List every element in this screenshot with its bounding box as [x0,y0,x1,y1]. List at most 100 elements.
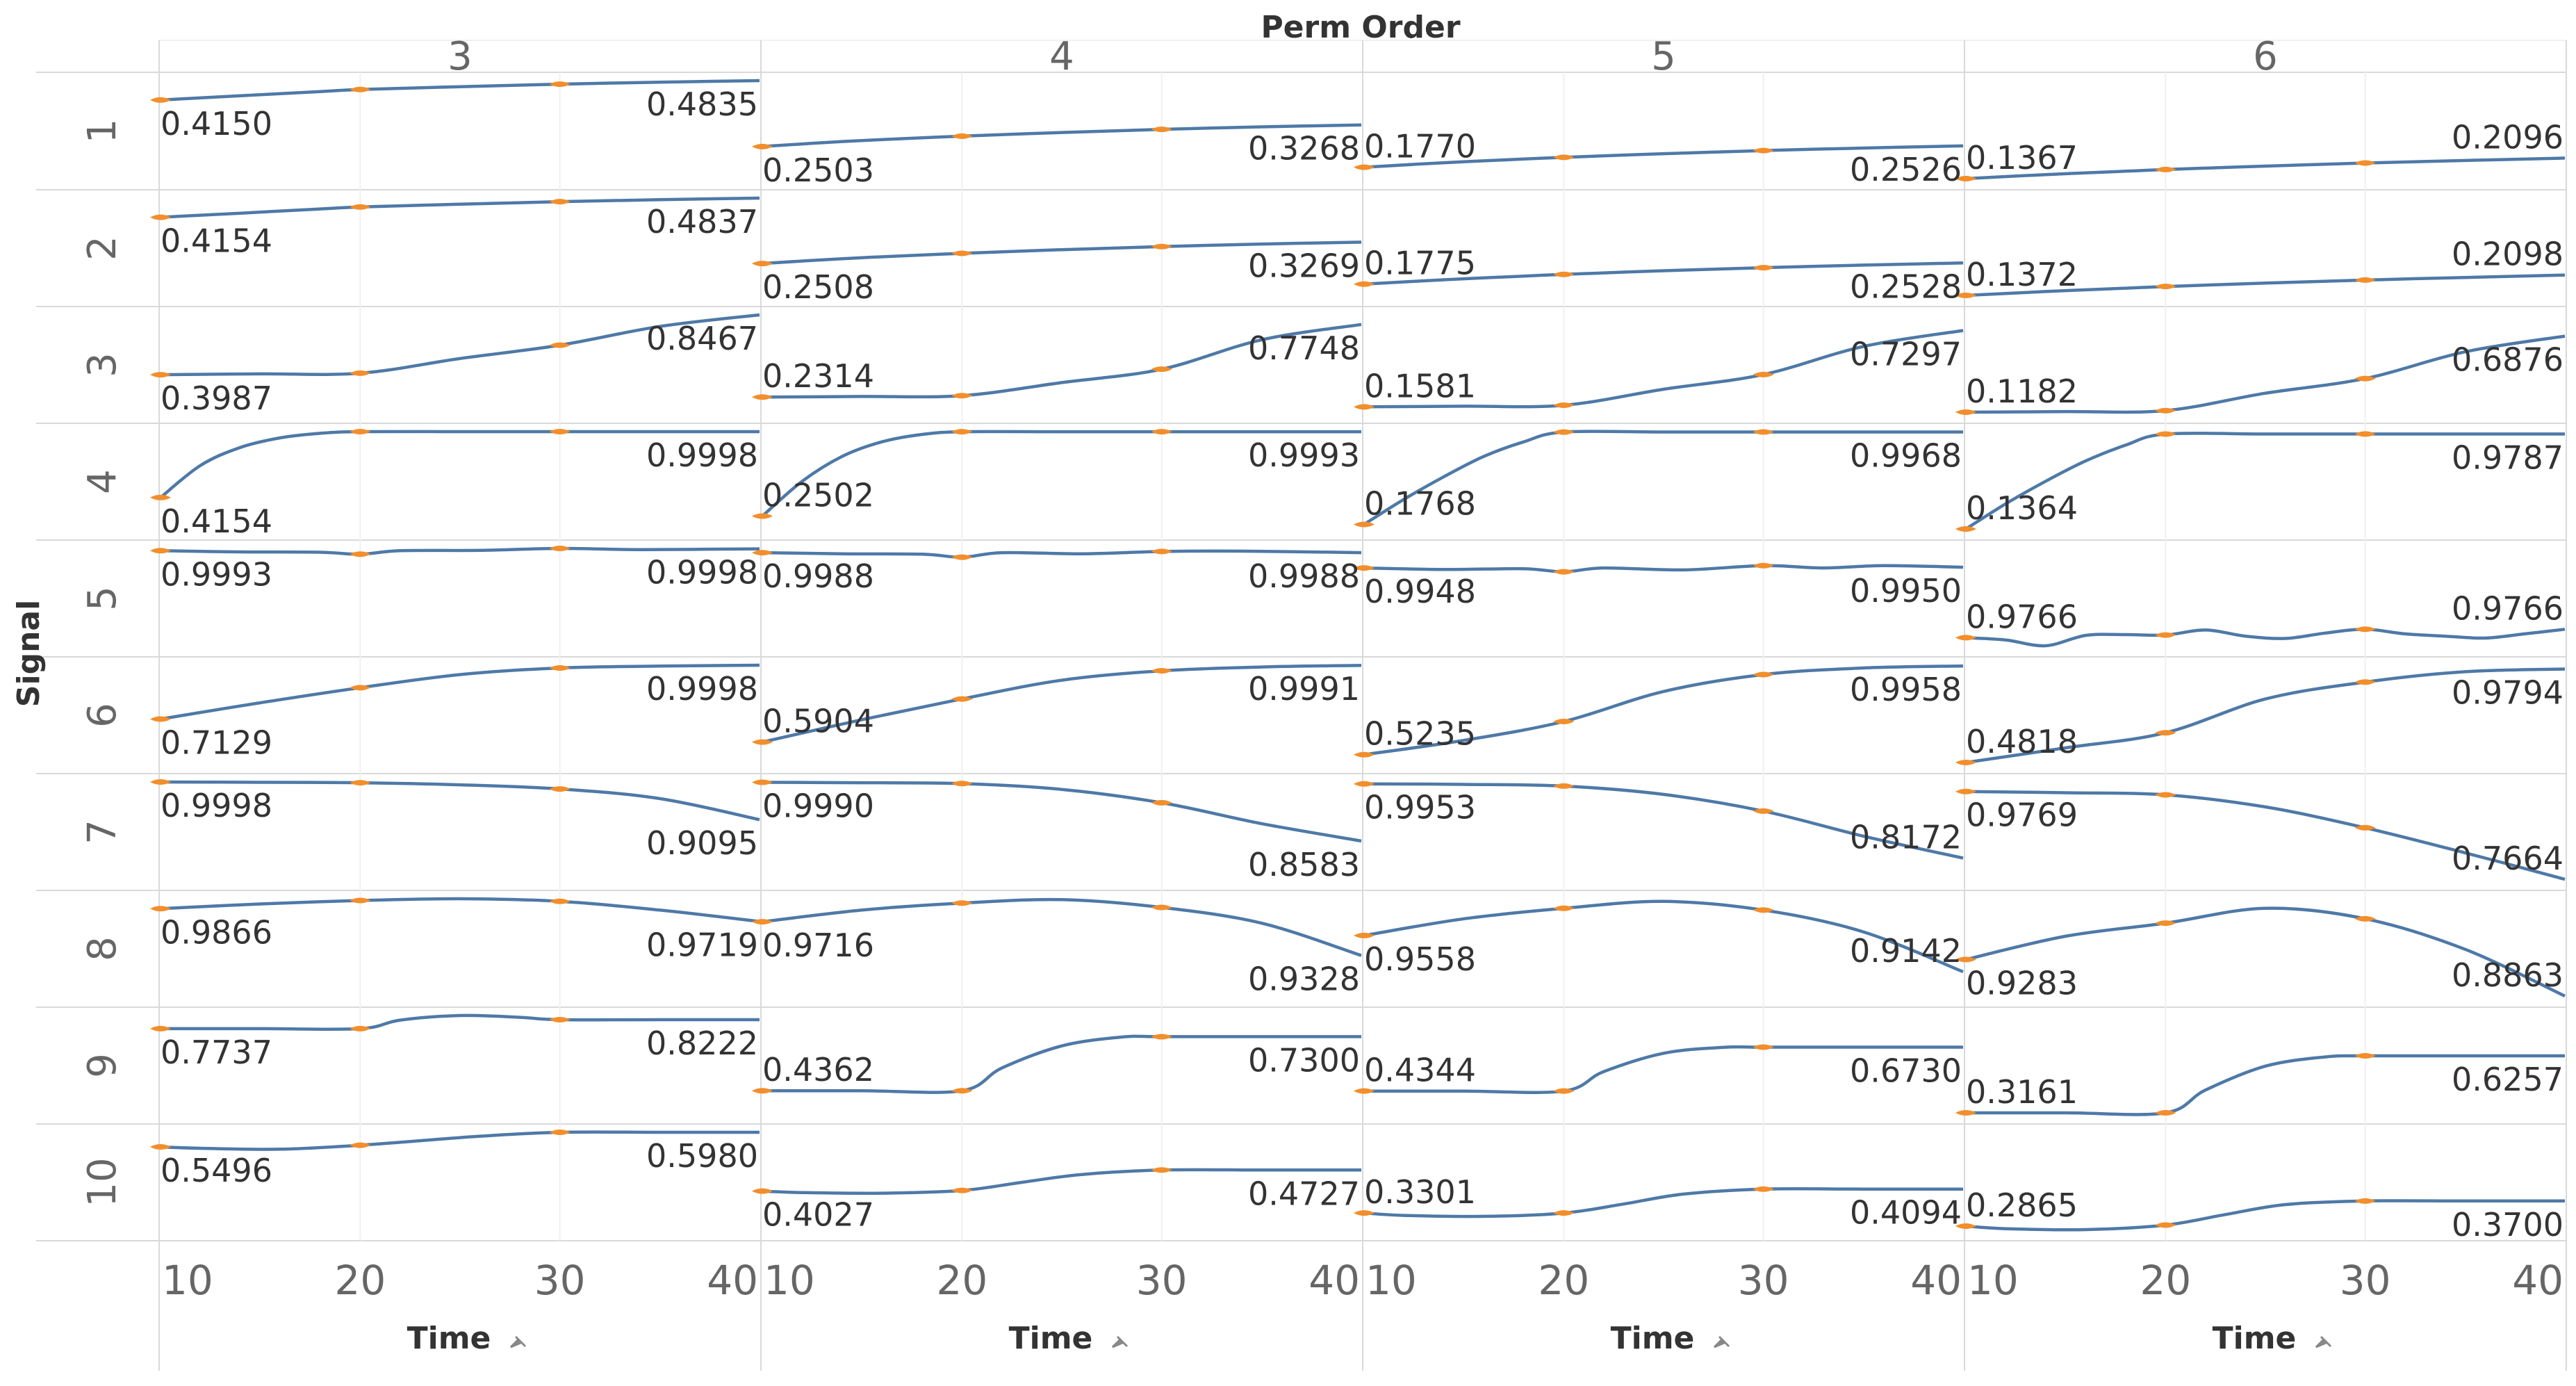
start-value-label: 0.9283 [1966,964,2078,1002]
series-line [160,663,760,721]
data-point-marker [951,1187,973,1193]
data-point-marker [1151,429,1172,435]
data-point-marker [350,1142,371,1148]
data-point-marker [951,1088,973,1094]
end-value-label: 0.8222 [646,1025,758,1062]
x-tick-label: 10 [162,1257,213,1304]
x-tick-label: 40 [1910,1257,1962,1304]
pin-icon [1713,1335,1730,1348]
data-point-marker [1553,783,1575,789]
data-point-marker [2354,915,2376,922]
series-line [160,546,760,556]
end-value-label: 0.9787 [2452,439,2563,476]
pin-icon [2315,1335,2332,1348]
data-point-marker [2155,920,2176,927]
data-point-marker [2354,1053,2376,1059]
start-value-label: 0.3987 [161,380,272,417]
data-point-marker [951,554,973,560]
column-header: 4 [1049,34,1074,79]
data-point-marker [350,86,371,92]
series-line [1363,564,1964,573]
end-value-label: 0.4837 [646,203,758,240]
end-value-label: 0.7300 [1248,1041,1360,1079]
end-value-label: 0.3269 [1248,247,1360,284]
data-point-marker [1553,905,1575,911]
data-point-marker [150,779,171,785]
data-point-marker [2354,160,2376,166]
data-point-marker [1354,1210,1375,1216]
series-line [762,781,1362,843]
data-point-marker [350,370,371,376]
series-line [1363,1187,1963,1218]
end-value-label: 0.4094 [1850,1194,1962,1232]
data-point-marker [752,143,773,149]
start-value-label: 0.2502 [762,477,874,514]
start-value-label: 0.5235 [1364,715,1476,753]
x-tick-label: 30 [2340,1257,2391,1304]
end-value-label: 0.8172 [1850,819,1962,856]
start-value-label: 0.1182 [1966,373,2078,410]
data-point-marker [1955,1110,1976,1116]
data-point-marker [1553,154,1575,161]
start-value-label: 0.4344 [1364,1052,1476,1089]
x-tick-label: 40 [1308,1257,1360,1304]
end-value-label: 0.9968 [1850,437,1962,474]
end-value-label: 0.4727 [1248,1175,1360,1212]
end-value-label: 0.3268 [1248,130,1360,168]
end-value-label: 0.9766 [2452,589,2563,627]
data-point-marker [1955,635,1976,641]
data-point-marker [350,204,371,210]
end-value-label: 0.8863 [2452,956,2563,994]
start-value-label: 0.9769 [1966,797,2078,834]
start-value-label: 0.9866 [161,913,272,951]
data-point-marker [1553,569,1575,575]
series-line [160,79,760,102]
data-point-marker [1354,1088,1375,1094]
data-point-marker [2155,792,2176,798]
start-value-label: 0.1770 [1364,128,1476,165]
data-point-marker [350,1025,371,1032]
column-header: 3 [448,34,473,79]
series-line [1965,1199,2565,1232]
data-point-marker [1553,719,1575,725]
start-value-label: 0.3301 [1364,1173,1476,1211]
data-point-marker [1553,271,1575,277]
series-line [762,549,1362,559]
data-point-marker [150,1143,171,1150]
x-axis-title: Time [1009,1321,1093,1356]
end-value-label: 0.9988 [1248,557,1360,595]
data-point-marker [150,906,171,912]
row-header: 8 [80,936,125,961]
data-point-marker [549,786,571,792]
end-value-label: 0.7664 [2452,840,2563,877]
data-point-marker [2354,824,2376,831]
data-point-marker [1753,371,1774,377]
data-point-marker [1354,751,1375,758]
start-value-label: 0.4154 [161,222,272,260]
data-point-marker [549,1130,571,1135]
series-line [1363,1045,1963,1094]
series-layer [150,79,2566,1232]
data-point-marker [549,81,571,88]
data-point-marker [752,394,773,400]
x-axis-title: Time [407,1321,491,1356]
data-point-marker [1553,1088,1575,1094]
text-layer: Perm Order Signal 3 4 5 6 1 2 3 4 5 6 7 8 9 10 10 20 30 4… [11,10,2563,1356]
data-point-marker [2155,407,2176,414]
start-value-label: 0.4027 [762,1196,874,1234]
end-value-label: 0.8467 [646,320,758,357]
series-line [160,780,760,822]
data-point-marker [752,739,773,745]
data-point-marker [1553,429,1575,435]
series-line [1363,329,1964,409]
start-value-label: 0.1768 [1364,484,1476,522]
series-line [1965,667,2566,765]
start-value-label: 0.4154 [161,503,272,540]
series-line [1965,906,2566,998]
data-point-marker [2155,730,2176,736]
data-point-marker [150,494,171,500]
series-line [762,1168,1361,1195]
start-value-label: 0.5496 [161,1152,272,1189]
end-value-label: 0.9998 [646,437,758,474]
data-point-marker [1753,907,1774,913]
